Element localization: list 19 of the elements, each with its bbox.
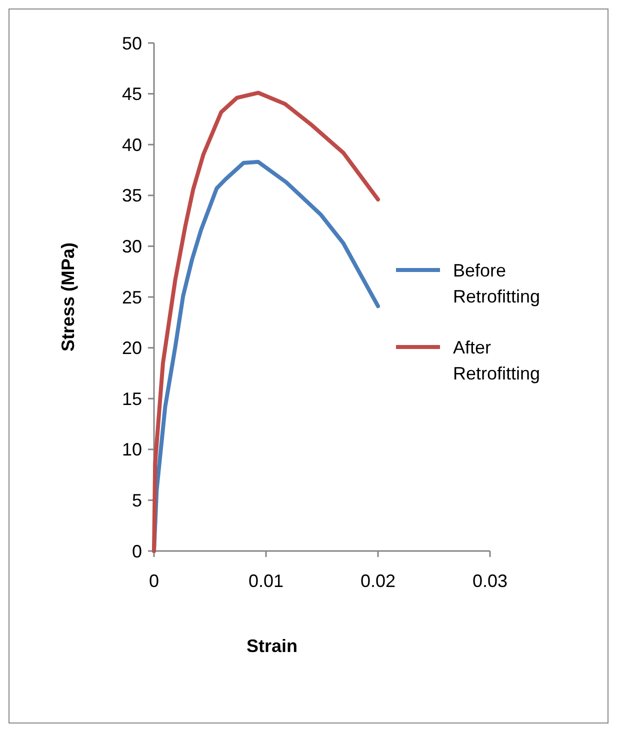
y-tick-label: 10 bbox=[122, 440, 142, 460]
x-tick-label: 0.02 bbox=[360, 571, 396, 591]
y-tick-label: 35 bbox=[122, 186, 142, 206]
y-tick-label: 25 bbox=[122, 287, 142, 308]
y-tick-label: 40 bbox=[122, 134, 142, 155]
x-tick-label: 0.03 bbox=[472, 571, 508, 591]
y-axis-title: Stress (MPa) bbox=[58, 242, 78, 352]
y-tick-label: 15 bbox=[122, 388, 142, 409]
y-tick-label: 5 bbox=[132, 490, 142, 510]
y-tick-label: 20 bbox=[122, 338, 142, 358]
legend-label: After Retrofitting bbox=[453, 337, 540, 384]
legend-label: Before Retrofitting bbox=[453, 260, 540, 306]
x-axis-title: Strain bbox=[246, 636, 298, 656]
y-tick-label: 0 bbox=[132, 541, 142, 562]
y-tick-label: 45 bbox=[122, 84, 142, 104]
y-tick-label: 30 bbox=[122, 236, 142, 256]
x-tick-label: 0 bbox=[148, 571, 160, 591]
x-tick-label: 0.01 bbox=[248, 571, 284, 591]
y-tick-label: 50 bbox=[122, 33, 142, 54]
